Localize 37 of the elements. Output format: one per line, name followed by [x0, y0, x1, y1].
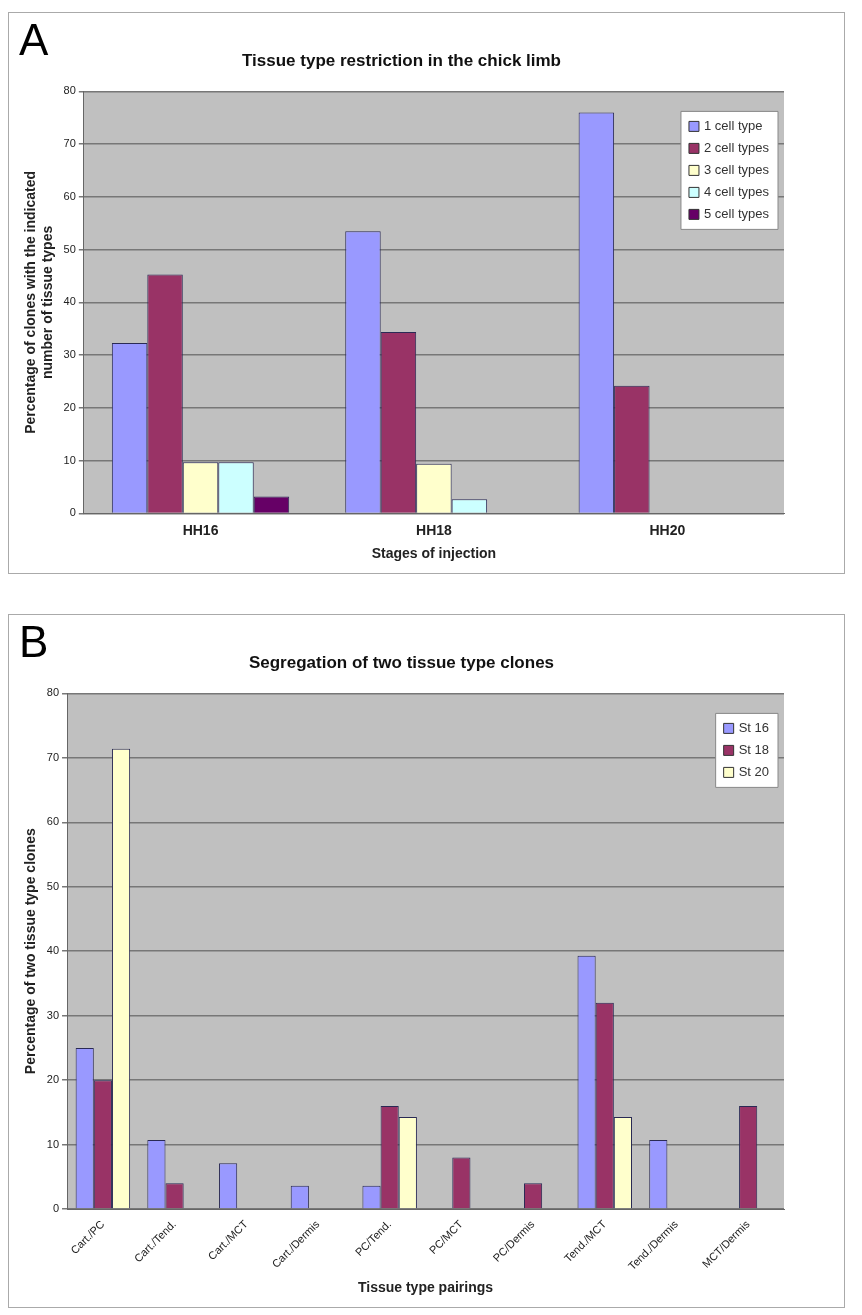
- y-tick-label: 80: [46, 686, 60, 699]
- legend-label: 2 cell types: [703, 139, 770, 155]
- y-tick-label: 60: [46, 815, 60, 828]
- y-tick-label: 10: [46, 1137, 60, 1150]
- legend-label: St 16: [738, 719, 769, 735]
- y-tick-label: 0: [69, 506, 76, 519]
- y-axis-title: Percentage of two tissue type clones: [22, 828, 39, 1075]
- y-tick-label: 50: [46, 879, 60, 892]
- y-tick-label: 30: [63, 348, 76, 361]
- chart-title: Segregation of two tissue type clones: [248, 652, 555, 672]
- y-tick-label: 40: [63, 295, 76, 308]
- y-tick-label: 30: [46, 1008, 60, 1021]
- y-tick-label: 50: [63, 242, 76, 255]
- x-tick-label: HH18: [416, 521, 453, 538]
- text: B: [19, 617, 49, 667]
- legend-label: 1 cell type: [703, 117, 763, 133]
- y-tick-label: 60: [63, 189, 76, 202]
- x-tick-label: HH20: [649, 521, 686, 538]
- y-tick-label: 20: [63, 400, 76, 413]
- y-tick-label: 70: [46, 750, 60, 763]
- text: A: [19, 15, 49, 65]
- legend-label: 5 cell types: [703, 205, 770, 221]
- y-tick-label: 70: [63, 137, 76, 150]
- legend-label: St 20: [738, 763, 769, 779]
- legend-label: St 18: [738, 741, 769, 757]
- y-tick-label: 10: [63, 453, 76, 466]
- x-axis-title: Tissue type pairings: [357, 1279, 494, 1296]
- y-axis-title: Percentage of clones with the indicated number of tissue types: [22, 170, 56, 434]
- x-axis-title: Stages of injection: [371, 545, 497, 562]
- y-tick-label: 80: [63, 84, 76, 97]
- y-tick-label: 40: [46, 944, 60, 957]
- y-tick-label: 0: [52, 1202, 60, 1215]
- y-tick-label: 20: [46, 1073, 60, 1086]
- legend-label: 4 cell types: [703, 183, 770, 199]
- x-tick-label: HH16: [182, 521, 219, 538]
- legend-label: 3 cell types: [703, 161, 770, 177]
- chart-title: Tissue type restriction in the chick limb: [242, 50, 561, 70]
